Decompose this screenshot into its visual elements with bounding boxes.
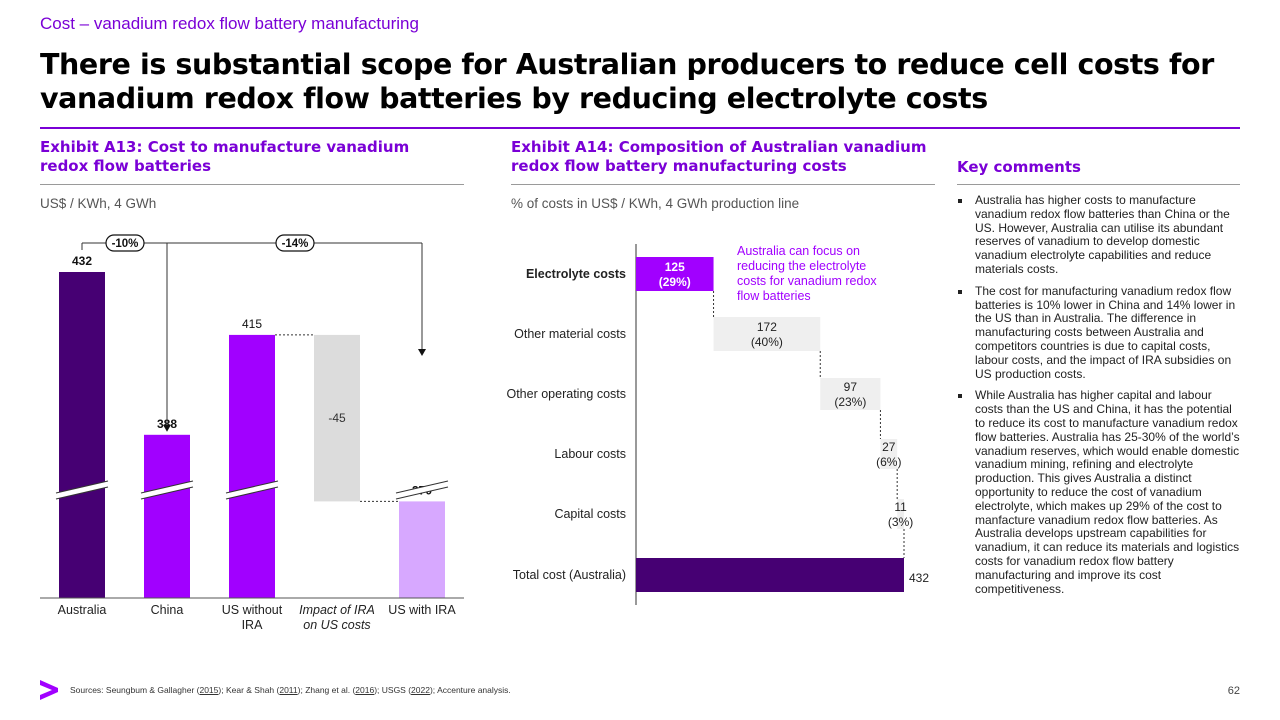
x-tick-label: US with IRA bbox=[388, 603, 456, 617]
bar-share-label: (40%) bbox=[751, 335, 783, 349]
axis-break-gap bbox=[396, 481, 448, 499]
axis-break-gap bbox=[56, 481, 108, 499]
key-comment-item: Australia has higher costs to manufactur… bbox=[957, 193, 1242, 277]
section-kicker: Cost – vanadium redox flow battery manuf… bbox=[40, 14, 419, 33]
y-tick-label: Other material costs bbox=[514, 327, 626, 341]
page-number: 62 bbox=[1227, 685, 1240, 697]
bar-value-label: 27 bbox=[882, 440, 896, 454]
bar bbox=[713, 317, 821, 351]
y-tick-label: Labour costs bbox=[554, 447, 626, 461]
bar bbox=[144, 434, 190, 598]
key-comments-divider bbox=[957, 184, 1240, 185]
bar bbox=[820, 378, 881, 410]
title-divider bbox=[40, 127, 1240, 129]
x-tick-label: Impact of IRA on US costs bbox=[299, 603, 375, 632]
y-tick-label: Other operating costs bbox=[506, 387, 626, 401]
bar bbox=[314, 334, 360, 502]
key-comment-item: While Australia has higher capital and l… bbox=[957, 388, 1242, 596]
bar-share-label: (6%) bbox=[876, 455, 901, 469]
bar-share-label: (29%) bbox=[659, 275, 691, 289]
bar-value-label: -45 bbox=[328, 411, 346, 425]
arrow-down-icon bbox=[418, 349, 426, 356]
bar-value-label: 97 bbox=[844, 380, 858, 394]
bar bbox=[636, 558, 904, 592]
axis-break-line bbox=[55, 486, 109, 500]
key-comments-title: Key comments bbox=[957, 158, 1081, 176]
axis-break-line bbox=[225, 480, 279, 494]
exhibit-a14-title: Exhibit A14: Composition of Australian v… bbox=[511, 138, 927, 175]
bar-value-label: 172 bbox=[757, 320, 777, 334]
axis-break-line bbox=[395, 486, 449, 500]
axis-break-line bbox=[225, 486, 279, 500]
exhibit-a13-title: Exhibit A13: Cost to manufacture vanadiu… bbox=[40, 138, 410, 175]
x-tick-label: China bbox=[151, 603, 184, 617]
bar-value-label: 432 bbox=[909, 571, 929, 585]
accenture-logo-icon bbox=[40, 680, 58, 700]
comparison-badge-label: -10% bbox=[112, 238, 139, 250]
y-tick-label: Electrolyte costs bbox=[526, 267, 626, 281]
key-comment-item: The cost for manufacturing vanadium redo… bbox=[957, 284, 1242, 382]
bar bbox=[399, 501, 445, 598]
bar bbox=[897, 499, 904, 529]
y-tick-label: Capital costs bbox=[554, 507, 626, 521]
bar-share-label: (23%) bbox=[834, 395, 866, 409]
comparison-badge-label: -14% bbox=[282, 238, 309, 250]
bar-share-label: (3%) bbox=[888, 515, 913, 529]
key-comments-list: Australia has higher costs to manufactur… bbox=[957, 193, 1242, 604]
bar-value-label: 415 bbox=[242, 317, 262, 331]
x-tick-label: Australia bbox=[58, 603, 107, 617]
axis-break-line bbox=[140, 480, 194, 494]
exhibit-a14-chart: Electrolyte costs 125(29%) Other material … bbox=[506, 244, 929, 605]
bar bbox=[229, 334, 275, 598]
page-title: There is substantial scope for Australia… bbox=[40, 48, 1214, 115]
exhibit-a14-subtitle: % of costs in US$ / KWh, 4 GWh productio… bbox=[511, 196, 800, 211]
y-tick-label: Total cost (Australia) bbox=[513, 568, 626, 582]
axis-break-line bbox=[140, 486, 194, 500]
axis-break-line bbox=[395, 480, 449, 494]
bar bbox=[880, 439, 898, 469]
exhibit-a13-chart: 432388415-45370-10%-14%AustraliaChinaUS … bbox=[40, 234, 464, 632]
bar-value-label: 11 bbox=[894, 500, 907, 514]
exhibit-a13-divider bbox=[40, 184, 464, 185]
chart-annotation: Australia can focus on reducing the elect… bbox=[737, 244, 877, 303]
bar-value-label: 432 bbox=[72, 254, 92, 268]
comparison-badge bbox=[275, 234, 315, 252]
bar-value-label: 125 bbox=[665, 260, 685, 274]
axis-break-gap bbox=[226, 481, 278, 499]
exhibit-a14-divider bbox=[511, 184, 935, 185]
comparison-badge bbox=[105, 234, 145, 252]
axis-break-gap bbox=[141, 481, 193, 499]
sources-note: Sources: Seungbum & Gallagher (2015); Ke… bbox=[70, 685, 511, 695]
x-tick-label: US without IRA bbox=[222, 603, 283, 632]
arrow-down-icon bbox=[163, 424, 171, 432]
exhibit-a13-subtitle: US$ / KWh, 4 GWh bbox=[40, 196, 157, 211]
bar bbox=[636, 257, 714, 291]
bar bbox=[59, 272, 105, 598]
axis-break-line bbox=[55, 480, 109, 494]
